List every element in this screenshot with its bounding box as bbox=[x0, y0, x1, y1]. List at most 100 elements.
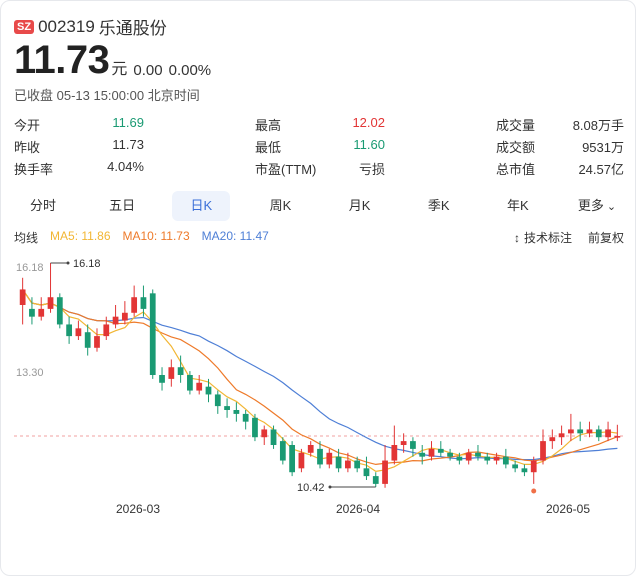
y-tick-label: 16.18 bbox=[16, 262, 44, 274]
candle-body bbox=[363, 468, 370, 477]
tab-3[interactable]: 周K bbox=[269, 198, 292, 213]
candle-body bbox=[270, 429, 277, 445]
candle-body bbox=[410, 441, 416, 449]
candle-body bbox=[586, 429, 593, 434]
candle-body bbox=[344, 460, 351, 469]
market-badge: SZ bbox=[14, 19, 35, 34]
candle-body bbox=[75, 328, 82, 337]
candle-body bbox=[437, 448, 444, 453]
candle-body bbox=[540, 441, 546, 461]
tab-4[interactable]: 月K bbox=[348, 198, 371, 213]
candle-body bbox=[66, 324, 72, 337]
x-tick-label: 2026-05 bbox=[546, 502, 590, 516]
market-status: 已收盘 05-13 15:00:00 北京时间 bbox=[14, 88, 200, 103]
stock-code: 002319 bbox=[38, 16, 95, 36]
stat-item: 成交量 8.08万手 bbox=[496, 115, 624, 134]
candle-body bbox=[187, 375, 193, 391]
candle-body bbox=[196, 382, 203, 391]
candle-body bbox=[558, 433, 565, 438]
candle-body bbox=[382, 460, 388, 484]
stock-name[interactable]: 乐通股份 bbox=[98, 19, 167, 38]
annotation-icon: ↕ bbox=[513, 231, 520, 245]
candle-body bbox=[279, 441, 286, 461]
stat-label: 换手率 bbox=[14, 161, 54, 177]
min-label: 10.42 bbox=[297, 482, 325, 494]
annotation-label: 技术标注 bbox=[523, 231, 572, 245]
chart-tools: ↕ 技术标注 前复权 bbox=[498, 229, 624, 246]
candle-body bbox=[605, 429, 611, 438]
stats-row: 昨收 11.73 最低 11.60 成交额 9531万 bbox=[14, 135, 626, 157]
stat-label: 昨收 bbox=[14, 139, 41, 155]
tab-6[interactable]: 年K bbox=[507, 198, 529, 213]
candle-body bbox=[400, 441, 407, 445]
stat-item: 最低 11.60 bbox=[255, 137, 385, 156]
stat-item: 成交额 9531万 bbox=[496, 137, 624, 156]
candle-body bbox=[140, 297, 147, 309]
stat-label: 最低 bbox=[255, 139, 282, 155]
candle-body bbox=[242, 413, 249, 422]
stat-value: 11.73 bbox=[112, 136, 144, 152]
current-price: 11.73 bbox=[14, 38, 110, 82]
candle-body bbox=[428, 448, 435, 457]
candle-body bbox=[261, 429, 268, 438]
period-tabs: 分时 五日 日K 周K 月K 季K 年K 更多 ⌄ bbox=[14, 191, 626, 221]
chevron-down-icon: ⌄ bbox=[603, 201, 617, 213]
candle-body bbox=[177, 367, 184, 375]
candle-body bbox=[447, 452, 453, 457]
y-tick-label: 13.30 bbox=[16, 367, 44, 379]
candle-body bbox=[484, 456, 491, 461]
candle-body bbox=[521, 468, 528, 473]
stat-label: 市盈(TTM) bbox=[255, 161, 317, 177]
ma-legend: 均线 MA5: 11.86 MA10: 11.73 MA20: 11.47 bbox=[14, 229, 281, 246]
price-change: 0.00 bbox=[133, 62, 163, 79]
candle-body bbox=[614, 436, 621, 438]
candle-body bbox=[298, 452, 305, 469]
candle-body bbox=[568, 429, 574, 434]
candle-body bbox=[493, 456, 500, 461]
x-tick-label: 2026-04 bbox=[336, 502, 380, 516]
max-dot bbox=[66, 261, 70, 265]
candle-body bbox=[84, 332, 91, 348]
tab-2[interactable]: 日K bbox=[172, 191, 231, 221]
candle-body bbox=[19, 289, 26, 305]
adjust-mode-button[interactable]: 前复权 bbox=[587, 231, 624, 245]
price-change-pct: 0.00% bbox=[168, 62, 212, 79]
candle-body bbox=[29, 308, 35, 317]
candle-body bbox=[391, 445, 398, 461]
candle-body bbox=[159, 375, 165, 383]
stock-header: SZ 002319 乐通股份 bbox=[14, 14, 167, 39]
technical-annotation-button[interactable]: ↕ 技术标注 bbox=[514, 229, 572, 246]
candle-body bbox=[595, 429, 602, 438]
candle-body bbox=[252, 417, 258, 438]
stat-item: 市盈(TTM) 亏损 bbox=[255, 159, 385, 178]
tab-1[interactable]: 五日 bbox=[109, 198, 136, 213]
candle-body bbox=[168, 367, 175, 379]
tab-7[interactable]: 更多 ⌄ bbox=[577, 198, 617, 213]
stat-label: 最高 bbox=[255, 117, 282, 133]
stat-label: 总市值 bbox=[496, 161, 536, 177]
candle-body bbox=[465, 452, 472, 461]
stat-value: 4.04% bbox=[107, 158, 144, 174]
candle-body bbox=[47, 297, 54, 309]
tab-5[interactable]: 季K bbox=[427, 198, 450, 213]
price-unit: 元 bbox=[111, 61, 128, 78]
ma20-line bbox=[22, 289, 618, 461]
candle-body bbox=[224, 406, 230, 410]
stat-item: 换手率 4.04% bbox=[14, 159, 144, 178]
stat-item: 最高 12.02 bbox=[255, 115, 385, 134]
candle-body bbox=[335, 456, 342, 469]
ma10-value: MA10: 11.73 bbox=[122, 229, 190, 243]
stats-row: 今开 11.69 最高 12.02 成交量 8.08万手 bbox=[14, 113, 626, 135]
stat-value: 亏损 bbox=[358, 161, 385, 177]
tab-0[interactable]: 分时 bbox=[29, 198, 56, 213]
candle-body bbox=[94, 336, 100, 348]
kline-chart[interactable]: 16.18 13.30 16.18 10.42 2026-03 2026-04 2026-0… bbox=[0, 250, 638, 550]
event-marker bbox=[531, 488, 537, 494]
candle-body bbox=[419, 452, 426, 457]
candle-body bbox=[502, 456, 509, 465]
candle-body bbox=[149, 293, 156, 375]
candle-body bbox=[103, 324, 110, 337]
candle-body bbox=[512, 464, 519, 469]
stat-label: 成交额 bbox=[496, 139, 536, 155]
candle-body bbox=[577, 429, 584, 434]
